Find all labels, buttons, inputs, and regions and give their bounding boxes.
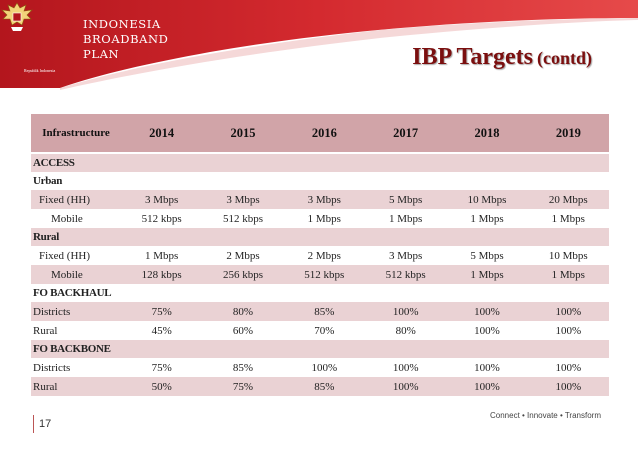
brand-line-2: BROADBAND [83,32,169,46]
targets-table: Infrastructure 2014 2015 2016 2017 2018 … [31,114,609,396]
row-label: Mobile [31,209,121,228]
row-label: Districts [31,302,121,321]
table-cell: 85% [202,358,284,377]
section-row-access: ACCESS [31,153,609,172]
header-cell: 2015 [202,114,284,154]
table-cell: 128 kbps [121,265,203,284]
table-row: Fixed (HH) 1 Mbps 2 Mbps 2 Mbps 3 Mbps 5… [31,246,609,265]
slide-title: IBP Targets (contd) [412,44,592,71]
table-cell: 3 Mbps [283,190,365,209]
table-cell: 1 Mbps [121,246,203,265]
section-row-fo-backhaul: FO BACKHAUL [31,284,609,302]
table-header-row: Infrastructure 2014 2015 2016 2017 2018 … [31,114,609,154]
section-row-rural: Rural [31,228,609,246]
table-cell: 3 Mbps [202,190,284,209]
section-row-urban: Urban [31,172,609,190]
page-number-divider [33,415,34,433]
emblem-caption: Republik Indonesia [24,68,56,73]
table-cell: 5 Mbps [364,190,447,209]
table-cell: 2 Mbps [202,246,284,265]
table-cell: 1 Mbps [527,265,609,284]
table-cell: 100% [446,358,528,377]
table-row: Districts 75% 85% 100% 100% 100% 100% [31,358,609,377]
table-cell: 60% [202,321,284,340]
table-cell: 100% [364,358,447,377]
table-row: Districts 75% 80% 85% 100% 100% 100% [31,302,609,321]
banner-shape [0,0,638,90]
table-cell: 1 Mbps [364,209,447,228]
table-row: Mobile 512 kbps 512 kbps 1 Mbps 1 Mbps 1… [31,209,609,228]
table-cell: 2 Mbps [283,246,365,265]
header-cell: 2016 [283,114,365,154]
table-cell: 70% [283,321,365,340]
targets-table-container: Infrastructure 2014 2015 2016 2017 2018 … [31,114,609,396]
table-cell: 100% [283,358,365,377]
table-cell: 512 kbps [364,265,447,284]
table-cell: 75% [121,358,203,377]
table-cell: 80% [364,321,447,340]
table-row: Rural 50% 75% 85% 100% 100% 100% [31,377,609,396]
row-label: Rural [31,377,121,396]
table-cell: 1 Mbps [283,209,365,228]
table-cell: 3 Mbps [364,246,447,265]
footer-tagline: Connect • Innovate • Transform [490,411,601,420]
row-label: Fixed (HH) [31,246,121,265]
row-label: Fixed (HH) [31,190,121,209]
brand-line-1: INDONESIA [83,17,161,31]
table-cell: 3 Mbps [121,190,203,209]
section-label: FO BACKBONE [31,340,609,358]
table-cell: 512 kbps [121,209,203,228]
table-cell: 1 Mbps [446,209,528,228]
table-cell: 80% [202,302,284,321]
table-cell: 1 Mbps [527,209,609,228]
section-label: FO BACKHAUL [31,284,609,302]
section-label: Urban [31,172,609,190]
header-cell: 2017 [364,114,447,154]
header-cell: 2018 [446,114,528,154]
table-cell: 100% [446,302,528,321]
page-number: 17 [39,418,52,430]
table-cell: 100% [364,377,447,396]
table-cell: 75% [121,302,203,321]
table-cell: 100% [527,302,609,321]
brand-line-3: PLAN [83,47,120,61]
table-row: Fixed (HH) 3 Mbps 3 Mbps 3 Mbps 5 Mbps 1… [31,190,609,209]
table-cell: 5 Mbps [446,246,528,265]
table-cell: 100% [527,321,609,340]
row-label: Districts [31,358,121,377]
section-row-fo-backbone: FO BACKBONE [31,340,609,358]
slide-title-suffix: (contd) [537,48,592,68]
table-row: Mobile 128 kbps 256 kbps 512 kbps 512 kb… [31,265,609,284]
table-cell: 100% [446,321,528,340]
header-cell: 2019 [527,114,609,154]
row-label: Rural [31,321,121,340]
header-banner: Republik Indonesia INDONESIA BROADBAND P… [0,0,638,95]
header-cell: 2014 [121,114,203,154]
table-cell: 100% [527,358,609,377]
table-cell: 256 kbps [202,265,284,284]
table-cell: 20 Mbps [527,190,609,209]
table-cell: 100% [527,377,609,396]
garuda-emblem-icon [1,2,33,31]
table-cell: 10 Mbps [446,190,528,209]
table-cell: 1 Mbps [446,265,528,284]
table-cell: 512 kbps [283,265,365,284]
table-cell: 512 kbps [202,209,284,228]
table-cell: 50% [121,377,203,396]
slide-title-main: IBP Targets [412,44,533,70]
row-label: Mobile [31,265,121,284]
section-label: Rural [31,228,609,246]
table-cell: 75% [202,377,284,396]
table-cell: 10 Mbps [527,246,609,265]
table-cell: 45% [121,321,203,340]
header-cell: Infrastructure [31,114,121,154]
table-cell: 100% [446,377,528,396]
brand-logo-text: INDONESIA BROADBAND PLAN [83,17,169,62]
table-cell: 85% [283,302,365,321]
table-cell: 85% [283,377,365,396]
table-row: Rural 45% 60% 70% 80% 100% 100% [31,321,609,340]
section-label: ACCESS [31,153,609,172]
table-cell: 100% [364,302,447,321]
